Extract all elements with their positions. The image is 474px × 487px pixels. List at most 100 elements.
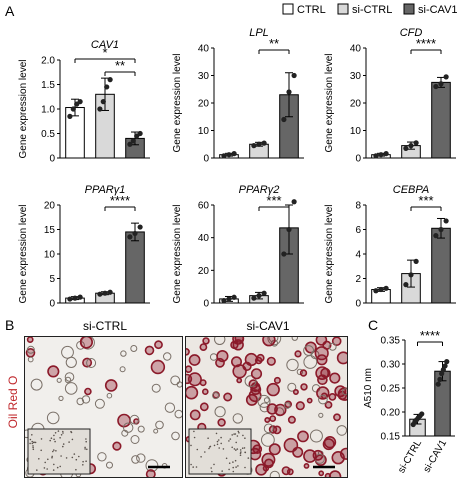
chart-chart-ytick-label: 0.20 (381, 408, 401, 419)
cell-outline (81, 395, 91, 404)
lipid-droplet (281, 466, 291, 476)
inset-speck (213, 444, 216, 447)
chart-cfd-bar-si-cav1 (431, 81, 451, 159)
oil-red-o-label: Oil Red O (6, 376, 20, 429)
inset-speck (234, 459, 237, 462)
inset-speck (233, 433, 235, 435)
chart-cebpa: CEBPA Gene expression level 0 2 4 6 8 *** (324, 184, 456, 310)
chart-cebpa-ytick-label: 8 (355, 201, 361, 212)
inset-speck (62, 432, 64, 434)
inset-speck (220, 436, 222, 439)
lipid-droplet (303, 462, 310, 469)
inset-speck (236, 435, 239, 437)
inset-speck (49, 439, 51, 442)
chart-ppar-2-data-point (261, 290, 267, 296)
chart-cfd: CFD Gene expression level 0 10 20 30 40 **** (324, 27, 456, 165)
inset-speck (32, 446, 34, 449)
inset-speck (193, 436, 196, 439)
lipid-droplet (186, 385, 199, 400)
chart-cebpa-ylabel: Gene expression level (324, 205, 335, 304)
inset-speck (204, 451, 206, 453)
lipid-droplet (187, 372, 202, 387)
lipid-droplet (273, 376, 281, 384)
chart-ppar-2-data-point (281, 251, 287, 257)
chart-ppar-2-data-point (231, 294, 237, 300)
inset-speck (60, 455, 62, 457)
cell-outline (212, 392, 220, 400)
lipid-droplet (242, 361, 252, 371)
cell-outline (130, 345, 138, 352)
lipid-droplet (329, 372, 341, 384)
inset-speck (218, 447, 220, 449)
chart-cfd-ytick-label: 10 (350, 126, 362, 137)
inset-speck (82, 460, 84, 463)
chart-cav1-sig-label: ** (115, 58, 125, 73)
cell-outline (309, 429, 323, 443)
chart-cav1-sig-label: * (102, 45, 107, 60)
cell-outline (342, 388, 347, 396)
chart-cav1-ytick-label: 2.0 (41, 56, 55, 67)
cell-outline (232, 413, 243, 424)
inset-speck (231, 434, 233, 436)
inset-speck (216, 440, 219, 443)
inset-speck (82, 464, 84, 466)
chart-ppar-2: PPARγ2 Gene expression level 0 20 40 60 *** (172, 184, 304, 310)
cell-outline (259, 402, 270, 413)
inset-speck (29, 442, 31, 445)
inset-speck (40, 438, 43, 440)
cell-outline (56, 377, 62, 383)
cell-outline (64, 372, 75, 382)
lipid-droplet (223, 392, 233, 402)
inset-speck (228, 462, 231, 464)
inset-speck (46, 468, 48, 470)
inset-speck (56, 466, 59, 469)
chart-lpl-data-point (256, 141, 262, 147)
cell-outline (106, 461, 113, 469)
chart-cfd-ytick-label: 0 (355, 154, 361, 165)
cell-outline (61, 345, 74, 359)
micrograph-si-ctrl (24, 336, 183, 478)
lipid-droplet (328, 393, 337, 401)
cell-outline (214, 406, 226, 418)
inset-speck (233, 448, 236, 450)
inset-speck (195, 466, 198, 468)
inset-speck (190, 444, 192, 447)
inset-speck (238, 432, 240, 434)
chart-cav1-data-point (104, 84, 110, 90)
chart-cav1-data-point (107, 77, 113, 83)
chart-cfd-data-point (443, 74, 449, 80)
cell-outline (163, 352, 172, 361)
cell-outline (261, 433, 275, 447)
chart-cebpa-data-point (403, 282, 409, 288)
inset-speck (38, 458, 40, 460)
cell-outline (267, 337, 282, 346)
inset-speck (65, 457, 68, 459)
cell-outline (318, 412, 324, 418)
lipid-droplet (188, 354, 201, 366)
chart-lpl-ytick-label: 20 (198, 99, 210, 110)
chart-ppar-1-ytick-label: 10 (44, 250, 56, 261)
chart-lpl-ytick-label: 30 (198, 71, 210, 82)
lipid-droplet (334, 385, 347, 398)
cell-outline (244, 375, 257, 388)
chart-ppar-1-data-point (102, 290, 108, 296)
chart-lpl-ytick-label: 0 (203, 154, 209, 165)
lipid-droplet (144, 345, 155, 356)
lipid-droplet (202, 337, 210, 345)
chart-chart-data-point (444, 359, 450, 365)
inset-speck (244, 466, 246, 469)
cell-outline (291, 337, 298, 341)
inset-speck (52, 469, 55, 471)
inset-speck (75, 458, 78, 461)
chart-ppar-2-data-point (291, 199, 297, 205)
lipid-droplet (333, 413, 341, 422)
inset-speck (239, 449, 242, 451)
inset-speck (232, 466, 234, 469)
chart-chart-ytick-label: 0.30 (381, 360, 401, 371)
micrograph-label-si-cav1: si-CAV1 (246, 319, 289, 333)
cell-outline (170, 375, 181, 386)
inset-speck (232, 461, 234, 463)
inset-speck (247, 457, 250, 459)
legend-label-si-cav1: si-CAV1 (418, 4, 458, 16)
